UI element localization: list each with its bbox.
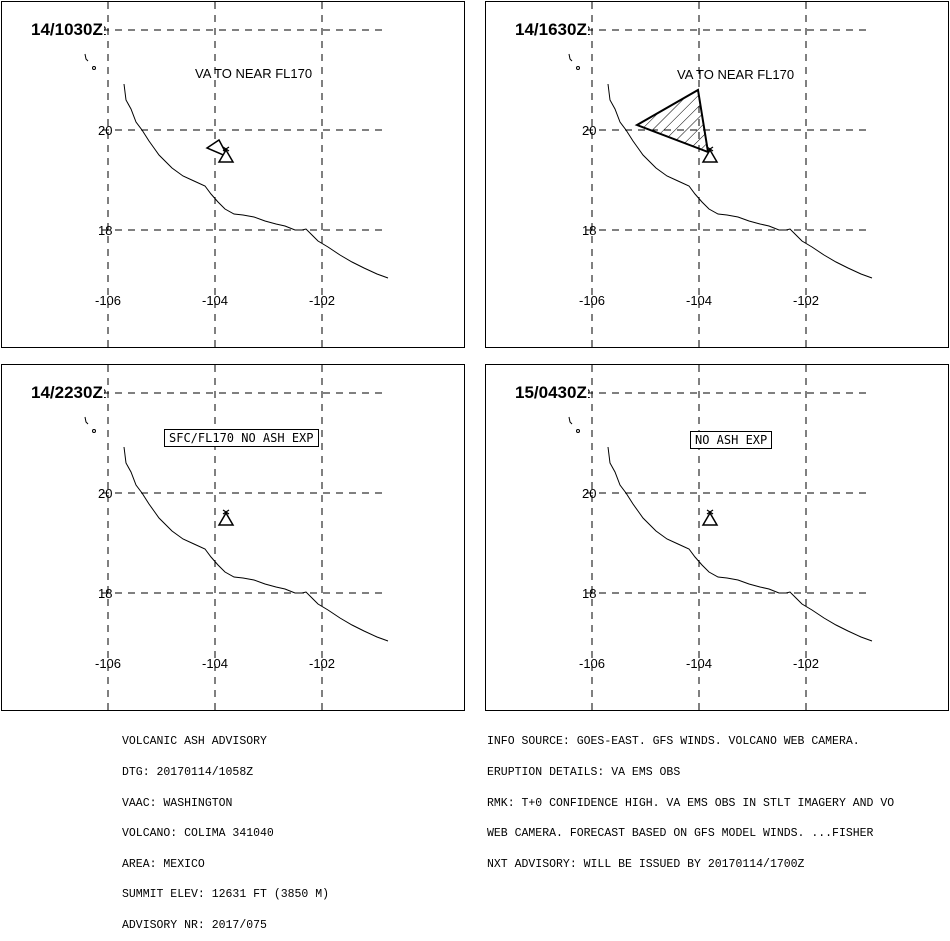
forecast-panel-4: 201822-106-104-102 15/0430Z NO ASH EXP (485, 364, 949, 711)
panel-note: VA TO NEAR FL170 (677, 67, 794, 83)
island-outline (569, 54, 572, 61)
footer-line: VOLCANO: COLIMA 341040 (122, 829, 329, 839)
footer-line: DTG: 20170114/1058Z (122, 768, 329, 778)
longitude-label: -102 (309, 293, 335, 308)
map-graphic: 201822-106-104-102 (2, 2, 464, 347)
volcano-triangle-icon (703, 513, 717, 525)
footer-line: ERUPTION DETAILS: VA EMS OBS (487, 768, 894, 778)
latitude-label: 20 (582, 486, 596, 501)
longitude-label: -102 (793, 293, 819, 308)
volcano-triangle-icon (219, 513, 233, 525)
longitude-label: -106 (579, 293, 605, 308)
island-outline (577, 67, 580, 70)
advisory-details-text: INFO SOURCE: GOES-EAST. GFS WINDS. VOLCA… (487, 717, 894, 880)
footer-line: SUMMIT ELEV: 12631 FT (3850 M) (122, 890, 329, 900)
map-graphic: 201822-106-104-102 (486, 365, 948, 710)
coastline (124, 84, 388, 278)
latitude-label: 20 (98, 486, 112, 501)
island-outline (577, 430, 580, 433)
longitude-label: -106 (95, 656, 121, 671)
footer-line: RMK: T+0 CONFIDENCE HIGH. VA EMS OBS IN … (487, 799, 894, 809)
panel-time-label: 15/0430Z (514, 383, 588, 403)
footer-line: WEB CAMERA. FORECAST BASED ON GFS MODEL … (487, 829, 894, 839)
panel-note: VA TO NEAR FL170 (195, 66, 312, 82)
footer-line: VOLCANIC ASH ADVISORY (122, 737, 329, 747)
panel-note: SFC/FL170 NO ASH EXP (164, 429, 319, 447)
map-graphic: 201822-106-104-102 (2, 365, 464, 710)
longitude-label: -104 (686, 656, 712, 671)
latitude-label: 20 (98, 123, 112, 138)
footer-line: NXT ADVISORY: WILL BE ISSUED BY 20170114… (487, 860, 894, 870)
footer-line: ADVISORY NR: 2017/075 (122, 921, 329, 931)
footer-line: VAAC: WASHINGTON (122, 799, 329, 809)
island-outline (85, 54, 88, 61)
panel-note: NO ASH EXP (690, 431, 772, 449)
longitude-label: -104 (202, 656, 228, 671)
longitude-label: -102 (793, 656, 819, 671)
panel-time-label: 14/1630Z (514, 20, 588, 40)
advisory-header-text: VOLCANIC ASH ADVISORY DTG: 20170114/1058… (122, 717, 329, 941)
latitude-label: 18 (98, 223, 112, 238)
island-outline (569, 417, 572, 424)
coastline (608, 84, 872, 278)
island-outline (85, 417, 88, 424)
panel-time-label: 14/1030Z (30, 20, 104, 40)
longitude-label: -106 (95, 293, 121, 308)
island-outline (93, 430, 96, 433)
panel-time-label: 14/2230Z (30, 383, 104, 403)
latitude-label: 18 (98, 586, 112, 601)
footer-line: AREA: MEXICO (122, 860, 329, 870)
longitude-label: -104 (686, 293, 712, 308)
forecast-panel-3: 201822-106-104-102 14/2230Z SFC/FL170 NO… (1, 364, 465, 711)
footer-line: INFO SOURCE: GOES-EAST. GFS WINDS. VOLCA… (487, 737, 894, 747)
latitude-label: 18 (582, 223, 596, 238)
map-graphic: 201822-106-104-102 (486, 2, 948, 347)
longitude-label: -104 (202, 293, 228, 308)
longitude-label: -106 (579, 656, 605, 671)
coastline (608, 447, 872, 641)
latitude-label: 20 (582, 123, 596, 138)
coastline (124, 447, 388, 641)
island-outline (93, 67, 96, 70)
ash-cloud-area (637, 90, 708, 152)
longitude-label: -102 (309, 656, 335, 671)
latitude-label: 18 (582, 586, 596, 601)
forecast-panel-1: 201822-106-104-102 14/1030Z VA TO NEAR F… (1, 1, 465, 348)
forecast-panel-2: 201822-106-104-102 14/1630Z VA TO NEAR F… (485, 1, 949, 348)
